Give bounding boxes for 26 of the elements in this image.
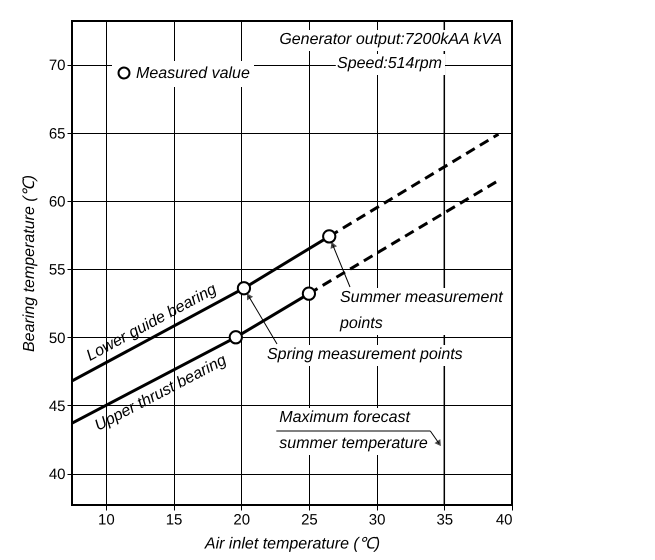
y-tick-label: 40 <box>48 466 66 484</box>
annotation: Generator output:7200kAA kVA <box>279 31 502 48</box>
point <box>322 229 336 244</box>
annotation: Speed:514rpm <box>337 55 442 72</box>
x-axis-title: Air inlet temperature (℃) <box>204 536 380 552</box>
annotation: Summer measurement points <box>339 289 504 332</box>
y-tick-label: 60 <box>48 193 66 210</box>
ref-line-label: Maximum forecast summer temperature <box>279 409 428 452</box>
x-tick-label: 15 <box>166 512 182 528</box>
x-tick-label: 10 <box>98 512 115 528</box>
y-tick-label: 55 <box>48 262 66 279</box>
annotation: Spring measurement points <box>267 346 463 363</box>
x-tick-label: 25 <box>301 512 318 528</box>
point <box>236 281 252 296</box>
legend-label: Measured value <box>136 65 250 82</box>
y-tick-label: 45 <box>48 398 66 415</box>
point <box>228 330 243 344</box>
x-tick-label: 30 <box>368 512 386 528</box>
x-tick-label: 20 <box>233 512 250 528</box>
x-tick-label: 35 <box>436 512 454 528</box>
y-tick-label: 65 <box>48 125 66 142</box>
y-tick-label: 70 <box>48 57 66 74</box>
y-axis-title: Bearing temperature (℃) <box>20 175 38 352</box>
y-tick-label: 50 <box>48 330 66 347</box>
point <box>302 286 316 301</box>
x-tick-label: 40 <box>496 512 512 528</box>
